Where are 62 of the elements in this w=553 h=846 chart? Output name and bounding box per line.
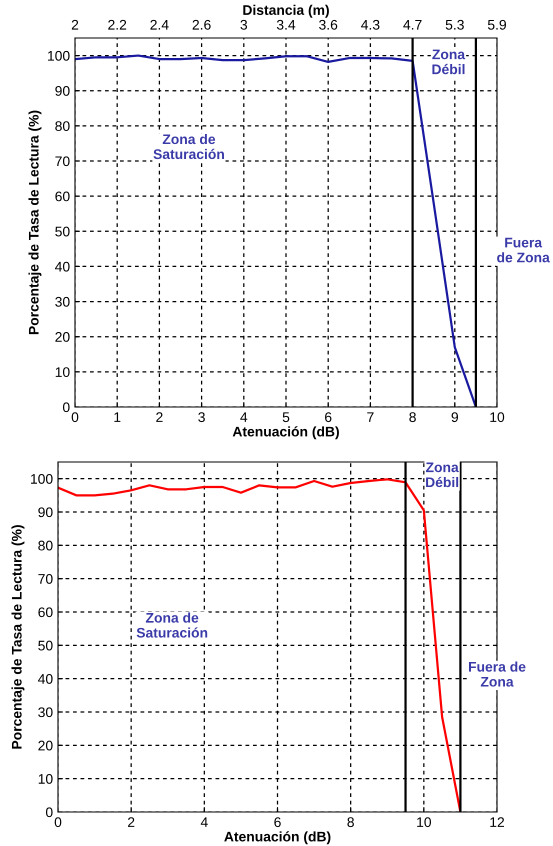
y-tick-label: 60 <box>55 191 70 202</box>
y-tick-label: 10 <box>56 367 70 378</box>
x-axis-title: Atenuación (dB) <box>224 831 330 844</box>
x-tick-label: 6 <box>274 817 281 828</box>
annotation: Zona Débil <box>426 462 459 488</box>
y-tick-label: 40 <box>55 262 70 272</box>
y-tick-label: 50 <box>55 226 70 236</box>
y-tick-label: 0 <box>46 807 53 818</box>
text: 2.2 <box>108 20 126 30</box>
y-tick-label: 100 <box>31 474 53 484</box>
x-tick-label: 7 <box>367 412 374 422</box>
text: 3 <box>240 20 248 30</box>
y-tick-label: 90 <box>38 507 53 518</box>
x-tick-label: 6 <box>325 412 332 422</box>
x-tick-label: 10 <box>417 817 432 828</box>
y-axis-title: Porcentaje de Tasa de Lectura (%) <box>28 110 42 334</box>
text: 3.6 <box>319 20 338 30</box>
x-tick-label: 8 <box>347 817 354 828</box>
y-tick-label: 70 <box>55 156 70 166</box>
y-axis-title: Porcentaje de Tasa de Lectura (%) <box>11 525 24 749</box>
x2-axis-title: Distancia (m) <box>243 4 329 18</box>
x-tick-label: 1 <box>114 412 120 422</box>
x-tick-label: 10 <box>490 412 504 422</box>
x-tick-label: 0 <box>72 412 78 422</box>
x-tick-label: 8 <box>409 412 416 422</box>
annotation: Fuera de Zona <box>468 662 526 687</box>
text: 2 <box>72 20 78 30</box>
line-series <box>58 478 462 812</box>
y-tick-label: 50 <box>38 640 53 651</box>
x-tick-label: 5 <box>282 412 290 422</box>
x-axis-title: Atenuación (dB) <box>232 426 339 440</box>
y-tick-label: 10 <box>38 774 53 784</box>
y-tick-label: 20 <box>55 332 70 342</box>
y-tick-label: 100 <box>48 50 70 61</box>
x-tick-label: 9 <box>452 412 458 422</box>
annotation: Zona Débil <box>432 50 466 74</box>
y-tick-label: 20 <box>38 740 53 751</box>
text: 5.3 <box>446 20 464 30</box>
y-tick-label: 30 <box>38 707 53 718</box>
y-tick-label: 40 <box>38 674 53 684</box>
text: Fuera de Zona <box>497 238 550 262</box>
x-tick-label: 4 <box>240 412 248 422</box>
annotation: Zona de Saturación <box>153 134 224 160</box>
text: 5.9 <box>488 20 506 30</box>
text: 4.7 <box>403 20 422 30</box>
y-tick-label: 30 <box>55 296 70 307</box>
y-tick-label: 80 <box>55 121 70 132</box>
y-tick-label: 80 <box>38 540 53 551</box>
annotation: Zona de Saturación <box>136 612 208 638</box>
text: 2.4 <box>150 20 169 30</box>
text: 3.4 <box>276 20 296 30</box>
y-tick-label: 70 <box>38 574 53 584</box>
x-tick-label: 2 <box>128 817 134 827</box>
text: 2.6 <box>192 20 211 30</box>
x-tick-label: 3 <box>198 412 205 422</box>
x-tick-label: 2 <box>156 412 163 422</box>
y-tick-label: 60 <box>38 607 53 618</box>
x-tick-label: 12 <box>490 817 504 827</box>
x-tick-label: 4 <box>200 817 208 827</box>
y-tick-label: 0 <box>62 402 70 412</box>
text: 4.3 <box>361 20 380 30</box>
y-tick-label: 90 <box>55 86 70 96</box>
